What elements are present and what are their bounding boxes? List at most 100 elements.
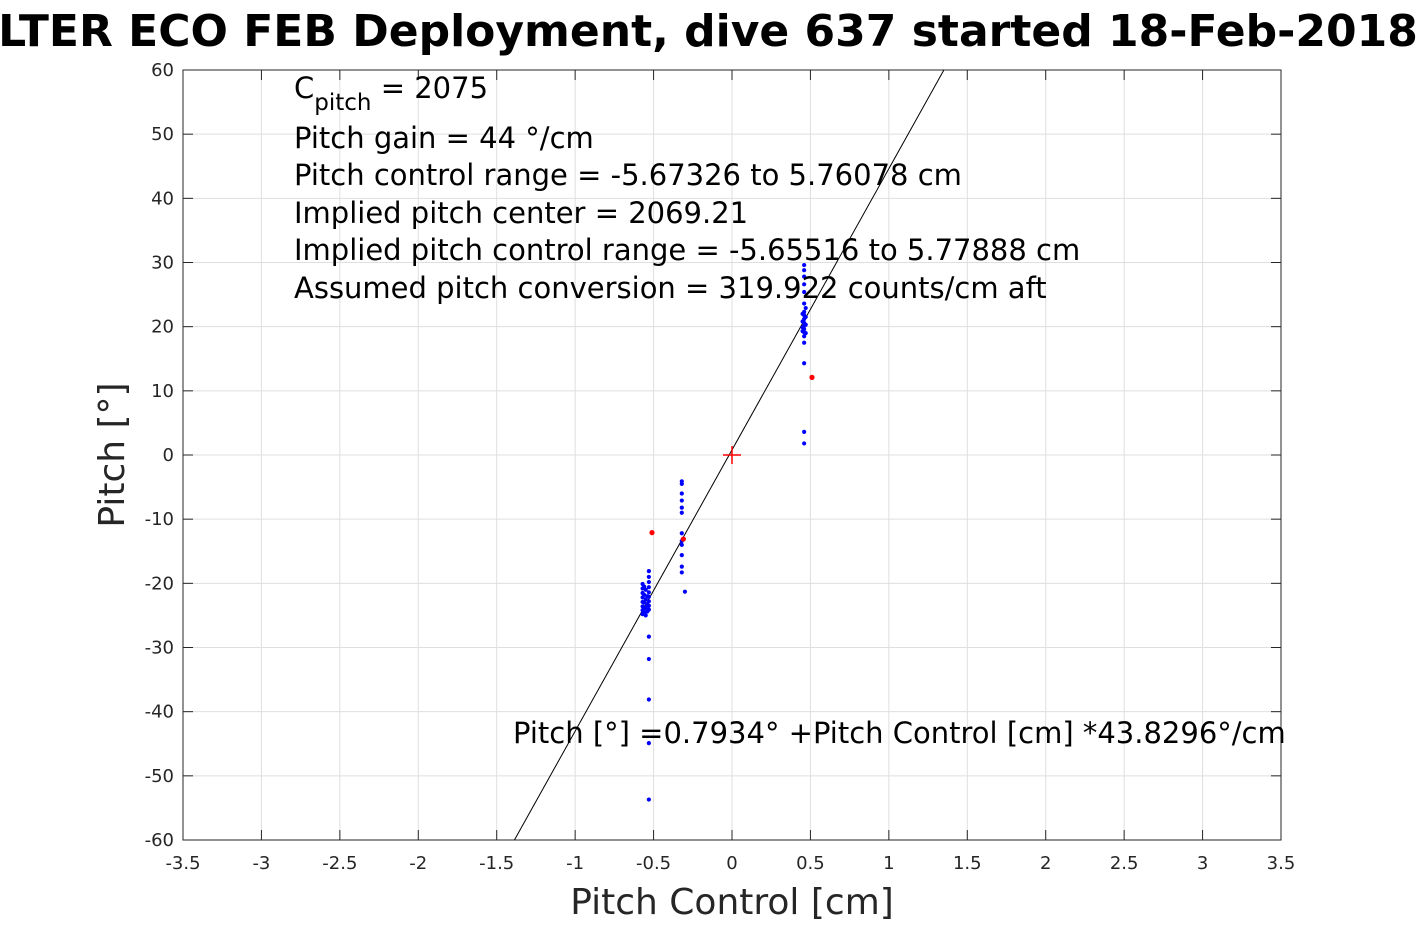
x-tick-label: 0 <box>726 853 737 874</box>
data-point <box>646 569 651 574</box>
data-point <box>802 268 807 273</box>
data-point <box>642 584 647 589</box>
x-tick-label: -2.5 <box>322 853 357 874</box>
y-tick-label: -40 <box>145 702 174 723</box>
data-point <box>802 282 807 287</box>
data-point <box>679 570 684 575</box>
data-point <box>802 429 807 434</box>
plot-area <box>513 69 945 841</box>
data-point <box>646 579 651 585</box>
x-tick-label: -2 <box>409 853 427 874</box>
x-tick-label: -1.5 <box>479 853 514 874</box>
data-point-red <box>649 530 655 536</box>
data-point <box>679 505 684 510</box>
y-tick-label: 50 <box>151 124 174 145</box>
implied-center-annotation: Implied pitch center = 2069.21 <box>294 196 748 230</box>
data-point <box>802 301 807 306</box>
plot-frame <box>182 69 1282 841</box>
y-tick-label: -50 <box>145 766 174 787</box>
x-tick-label: -1 <box>566 853 584 874</box>
data-point <box>800 311 805 316</box>
data-point <box>800 329 805 334</box>
data-point <box>646 599 651 604</box>
x-tick-label: 1 <box>883 853 894 874</box>
x-tick-label: -0.5 <box>636 853 671 874</box>
y-tick-label: 0 <box>163 445 174 466</box>
data-point <box>646 585 651 590</box>
implied-range-annotation: Implied pitch control range = -5.65516 t… <box>294 233 1080 267</box>
data-point <box>803 330 808 336</box>
x-tick-label: 3 <box>1197 853 1208 874</box>
data-point <box>646 797 651 802</box>
data-point <box>646 594 651 599</box>
y-tick-label: 40 <box>151 188 174 209</box>
y-tick-label: -20 <box>145 573 174 594</box>
chart-title: LTER ECO FEB Deployment, dive 637 starte… <box>0 6 1417 57</box>
data-point <box>802 361 807 366</box>
y-tick-label: -60 <box>145 830 174 851</box>
data-point <box>679 481 684 486</box>
data-point <box>646 590 651 595</box>
data-point <box>802 262 807 268</box>
control-range-annotation: Pitch control range = -5.67326 to 5.7607… <box>294 158 962 192</box>
data-point <box>643 597 648 602</box>
data-point <box>800 319 805 324</box>
data-point <box>646 574 651 580</box>
data-point <box>679 510 684 515</box>
x-tick-label: 3.5 <box>1267 853 1296 874</box>
y-tick-label: 10 <box>151 381 174 402</box>
data-point <box>643 587 648 592</box>
data-point <box>642 600 647 605</box>
data-point <box>803 305 808 311</box>
data-point <box>646 656 651 662</box>
data-point <box>802 334 807 339</box>
data-points <box>640 262 815 802</box>
data-point <box>679 491 684 496</box>
data-point <box>679 553 684 558</box>
c-pitch-subscript: pitch <box>314 90 371 116</box>
data-point <box>646 603 651 608</box>
data-point <box>802 441 807 446</box>
center-marker <box>723 446 741 464</box>
data-point <box>643 605 648 610</box>
data-point <box>802 340 807 345</box>
y-axis-label: Pitch [°] <box>92 382 133 527</box>
data-point <box>646 607 651 612</box>
data-point <box>646 634 651 639</box>
data-point-red <box>809 374 815 380</box>
data-point <box>679 542 684 547</box>
y-tick-label: 20 <box>151 317 174 338</box>
grid <box>182 69 1282 841</box>
x-tick-label: -3 <box>252 853 270 874</box>
c-pitch-annotation: Cpitch = 2075 <box>294 71 488 116</box>
data-point <box>679 498 684 503</box>
x-tick-label: 1.5 <box>953 853 982 874</box>
data-point <box>682 589 688 594</box>
data-point <box>803 322 808 327</box>
y-tick-label: 30 <box>151 253 174 274</box>
data-point <box>642 592 647 597</box>
data-point <box>802 289 807 295</box>
c-pitch-symbol: C <box>294 71 314 105</box>
data-point <box>800 325 805 330</box>
data-point <box>679 531 684 536</box>
fit-equation-annotation: Pitch [°] =0.7934° +Pitch Control [cm] *… <box>513 716 1286 750</box>
data-point <box>679 564 684 569</box>
data-point-red <box>680 536 686 542</box>
data-point <box>802 274 807 279</box>
y-tick-label: 60 <box>151 60 174 81</box>
data-point <box>803 314 808 320</box>
x-tick-label: 2 <box>1040 853 1051 874</box>
data-point <box>646 697 651 702</box>
y-tick-label: -10 <box>145 509 174 530</box>
conversion-annotation: Assumed pitch conversion = 319.922 count… <box>294 271 1047 305</box>
ticks: -3.5 -3 -2.5 -2 -1.5 -1 -0.5 0 0.5 1 1.5 2 2.5 3 3.5 -6… <box>145 60 1296 874</box>
x-axis-label: Pitch Control [cm] <box>570 882 894 923</box>
data-point <box>646 741 651 746</box>
x-tick-label: 2.5 <box>1110 853 1139 874</box>
c-pitch-value: = 2075 <box>371 71 488 105</box>
x-tick-label: 0.5 <box>796 853 825 874</box>
data-point <box>643 613 648 618</box>
pitch-gain-annotation: Pitch gain = 44 °/cm <box>294 121 594 155</box>
